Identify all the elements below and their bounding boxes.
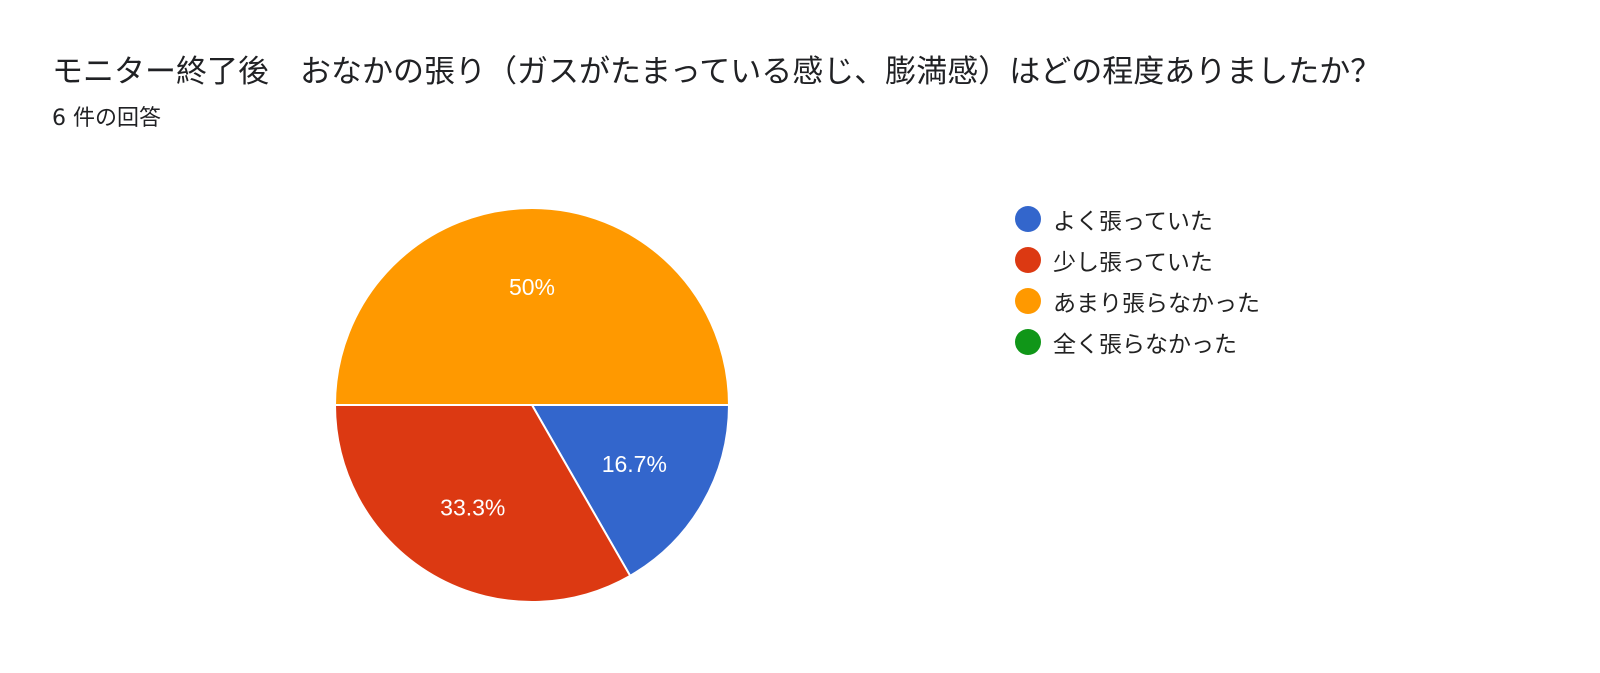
- legend-swatch-3: [1015, 287, 1041, 314]
- legend-item-1[interactable]: よく張っていた: [1015, 198, 1260, 239]
- legend-swatch-4: [1015, 328, 1041, 355]
- legend-label-1: よく張っていた: [1053, 208, 1213, 235]
- pie-slice-label-3: 50%: [509, 274, 555, 300]
- chart-legend: よく張っていた 少し張っていたあまり張らなかった 全く張らなかった: [1015, 198, 1260, 362]
- legend-label-4: 全く張らなかった: [1053, 331, 1237, 358]
- chart-title: モニター終了後 おなかの張り（ガスがたまっている感じ、膨満感）はどの程度ありまし…: [52, 54, 1382, 90]
- legend-swatch-1: [1015, 205, 1041, 232]
- pie-slice-2[interactable]: [333, 404, 632, 603]
- pie-chart: 16.7% 33.3% 50%: [333, 207, 731, 603]
- legend-swatch-2: [1015, 246, 1041, 273]
- pie-slice-label-1: 16.7%: [602, 451, 667, 477]
- legend-item-2[interactable]: 少し張っていた: [1015, 239, 1260, 280]
- pie-slice-3[interactable]: [333, 207, 731, 406]
- legend-item-3[interactable]: あまり張らなかった: [1015, 280, 1260, 321]
- legend-label-2: 少し張っていた: [1053, 249, 1213, 276]
- response-count: 6 件の回答: [52, 106, 161, 131]
- pie-slice-1[interactable]: [530, 404, 731, 578]
- pie-slice-label-2: 33.3%: [440, 494, 505, 520]
- legend-label-3: あまり張らなかった: [1053, 290, 1260, 317]
- legend-item-4[interactable]: 全く張らなかった: [1015, 321, 1260, 362]
